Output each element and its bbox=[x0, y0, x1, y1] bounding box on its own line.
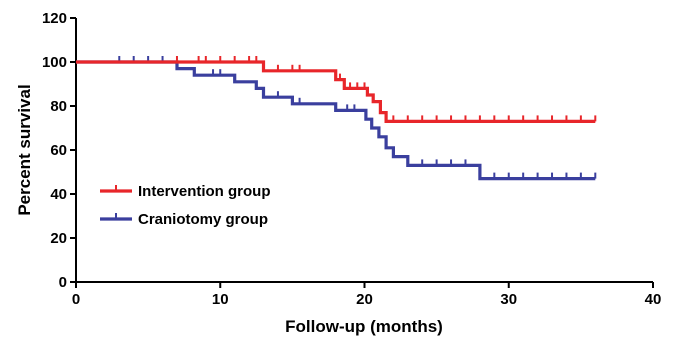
x-axis-title: Follow-up (months) bbox=[285, 317, 443, 336]
y-tick-label: 100 bbox=[42, 54, 67, 71]
legend: Intervention group Craniotomy group bbox=[100, 183, 271, 228]
axes: 0 20 40 60 80 100 120 0 10 20 30 40 bbox=[42, 10, 661, 308]
y-tick-label: 20 bbox=[50, 230, 67, 247]
x-tick-label: 30 bbox=[500, 291, 517, 308]
craniotomy-survival-line bbox=[76, 60, 596, 181]
y-tick-label: 120 bbox=[42, 10, 67, 27]
y-tick-label: 0 bbox=[59, 274, 67, 291]
x-tick-label: 0 bbox=[72, 291, 80, 308]
x-tick-label: 10 bbox=[212, 291, 229, 308]
y-tick-label: 80 bbox=[50, 98, 67, 115]
intervention-legend-label: Intervention group bbox=[138, 183, 271, 200]
x-tick-label: 40 bbox=[645, 291, 662, 308]
intervention-survival-line bbox=[76, 60, 596, 123]
x-tick-label: 20 bbox=[356, 291, 373, 308]
y-tick-label: 40 bbox=[50, 186, 67, 203]
series-lines bbox=[76, 56, 597, 181]
y-tick-label: 60 bbox=[50, 142, 67, 159]
craniotomy-legend-label: Craniotomy group bbox=[138, 211, 268, 228]
y-axis-title: Percent survival bbox=[15, 84, 34, 215]
